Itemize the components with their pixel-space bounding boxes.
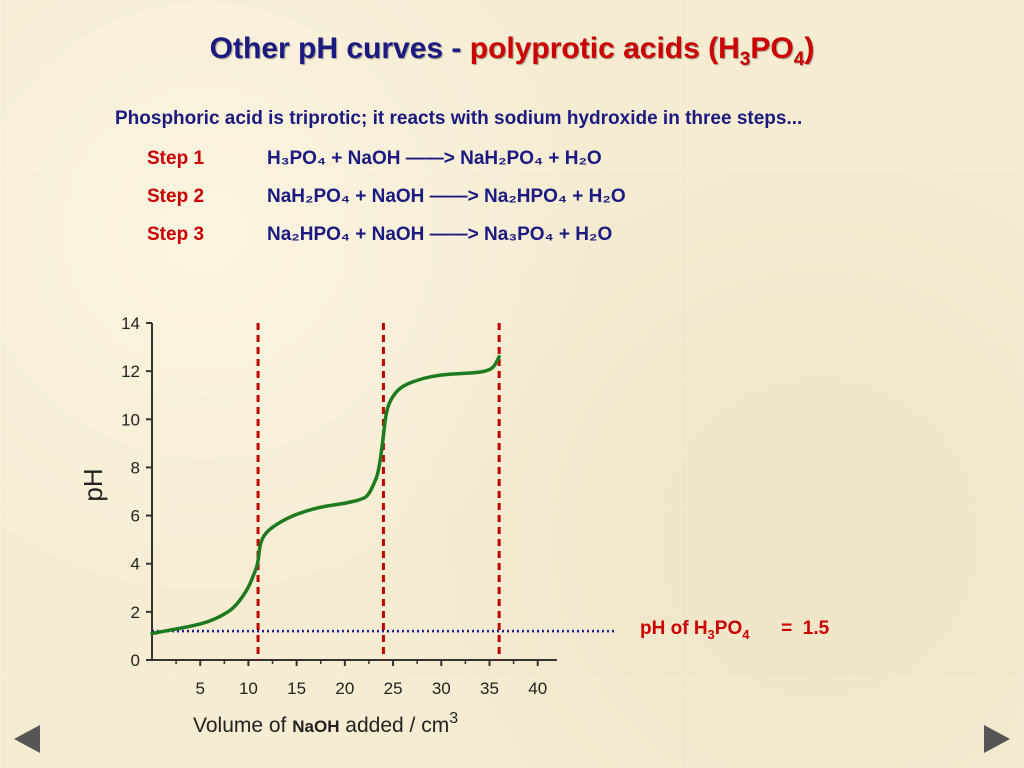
y-tick-label: 12 xyxy=(121,362,140,381)
y-tick-label: 14 xyxy=(121,314,140,333)
y-tick-label: 10 xyxy=(121,410,140,429)
x-axis-label: Volume of NaOH added / cm3 xyxy=(193,710,458,737)
step-label: Step 1 xyxy=(147,148,205,169)
step-equation: Na₂HPO₄ + NaOH ——> Na₃PO₄ + H₂O xyxy=(267,224,613,245)
x-tick-label: 10 xyxy=(239,679,258,698)
x-tick-label: 5 xyxy=(195,679,204,698)
y-tick-label: 4 xyxy=(131,555,140,574)
intro-text: Phosphoric acid is triprotic; it reacts … xyxy=(115,108,803,129)
initial-ph-note: pH of H3PO4 = 1.5 xyxy=(640,618,830,642)
y-axis-label: pH xyxy=(78,468,108,501)
title-red: polyprotic acids (H3PO4) xyxy=(469,32,815,70)
x-tick-label: 35 xyxy=(480,679,499,698)
step-1: Step 1 H₃PO₄ + NaOH ——> NaH₂PO₄ + H₂O xyxy=(147,148,602,170)
y-tick-label: 0 xyxy=(131,651,140,670)
title-main: Other pH curves - xyxy=(209,32,470,65)
x-tick-label: 15 xyxy=(287,679,306,698)
step-3: Step 3 Na₂HPO₄ + NaOH ——> Na₃PO₄ + H₂O xyxy=(147,224,612,246)
step-2: Step 2 NaH₂PO₄ + NaOH ——> Na₂HPO₄ + H₂O xyxy=(147,186,626,208)
next-arrow-icon[interactable] xyxy=(984,725,1010,753)
y-tick-label: 8 xyxy=(131,458,140,477)
step-equation: H₃PO₄ + NaOH ——> NaH₂PO₄ + H₂O xyxy=(267,148,602,169)
step-equation: NaH₂PO₄ + NaOH ——> Na₂HPO₄ + H₂O xyxy=(267,186,626,207)
x-tick-label: 20 xyxy=(335,679,354,698)
y-tick-label: 2 xyxy=(131,603,140,622)
previous-arrow-icon[interactable] xyxy=(14,725,40,753)
slide-title: Other pH curves - polyprotic acids (H3PO… xyxy=(0,32,1024,71)
y-tick-label: 6 xyxy=(131,507,140,526)
step-label: Step 3 xyxy=(147,224,205,245)
step-label: Step 2 xyxy=(147,186,205,207)
ph-curve-line xyxy=(150,354,501,636)
x-tick-label: 25 xyxy=(384,679,403,698)
x-tick-label: 30 xyxy=(432,679,451,698)
x-tick-label: 40 xyxy=(528,679,547,698)
